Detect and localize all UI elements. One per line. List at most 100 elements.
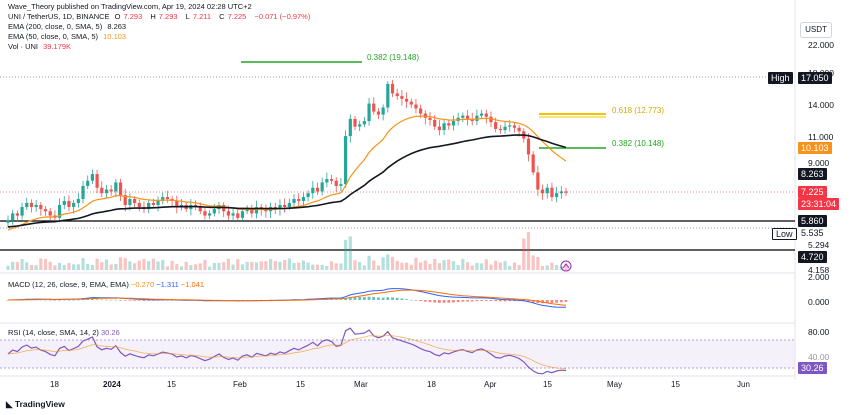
volume-bar bbox=[273, 260, 277, 270]
candle-body bbox=[400, 96, 404, 99]
volume-bar bbox=[175, 263, 179, 270]
alert-icon[interactable] bbox=[560, 260, 572, 272]
volume-bar bbox=[386, 254, 390, 270]
currency-button[interactable]: USDT bbox=[800, 22, 832, 38]
volume-bar bbox=[264, 261, 268, 270]
axis-label: 5.294 bbox=[808, 240, 830, 250]
candle-body bbox=[208, 213, 212, 216]
axis-label: 11.000 bbox=[808, 132, 834, 142]
rsi-axis-label: 40.00 bbox=[808, 352, 830, 362]
volume-bar bbox=[456, 265, 460, 270]
candle-body bbox=[540, 189, 545, 194]
volume-bar bbox=[348, 236, 352, 270]
volume-bar bbox=[217, 262, 221, 270]
volume-bar bbox=[86, 264, 90, 270]
candle-body bbox=[526, 138, 531, 155]
volume-bar bbox=[498, 262, 502, 270]
volume-bar bbox=[540, 266, 545, 270]
volume-bar bbox=[57, 262, 62, 270]
macd-histogram-bar bbox=[405, 299, 408, 300]
macd-histogram-bar bbox=[456, 300, 460, 303]
candle-body bbox=[114, 182, 118, 192]
volume-bar bbox=[526, 231, 531, 270]
candle-body bbox=[43, 209, 48, 212]
macd-histogram-bar bbox=[400, 298, 404, 300]
volume-bar bbox=[433, 258, 437, 270]
low-tag-label: Low bbox=[772, 228, 797, 240]
candle-body bbox=[236, 213, 240, 218]
candle-body bbox=[25, 202, 29, 208]
candle-body bbox=[508, 125, 512, 127]
volume-bar bbox=[95, 258, 99, 270]
alert-icon-glyph bbox=[562, 263, 570, 269]
ema200-legend[interactable]: EMA (200, close, 0, SMA, 5) 8.263 bbox=[8, 22, 127, 31]
volume-bar bbox=[461, 258, 465, 270]
volume-bar bbox=[339, 263, 343, 270]
macd-histogram-bar bbox=[123, 300, 127, 301]
macd-histogram-bar bbox=[362, 297, 366, 300]
rsi-legend[interactable]: RSI (14, close, SMA, 14, 2) 30.26 bbox=[8, 328, 120, 337]
candle-body bbox=[156, 200, 160, 205]
macd-axis-label: 2.000 bbox=[808, 272, 830, 282]
volume-bar bbox=[254, 262, 259, 270]
volume-bar bbox=[306, 262, 310, 270]
macd-histogram-bar bbox=[72, 299, 76, 301]
volume-bar bbox=[358, 262, 362, 270]
candle-body bbox=[381, 107, 385, 115]
tradingview-logo[interactable]: ◣ TradingView bbox=[6, 399, 65, 409]
volume-bar bbox=[67, 262, 71, 270]
macd-histogram-bar bbox=[119, 299, 122, 301]
candle-body bbox=[278, 204, 282, 210]
macd-histogram-bar bbox=[367, 296, 371, 300]
macd-histogram-bar bbox=[133, 300, 137, 301]
volume-bar bbox=[259, 261, 263, 270]
price-tag: 7.225 bbox=[798, 186, 827, 198]
candle-body bbox=[90, 174, 95, 181]
x-tick: Feb bbox=[233, 380, 247, 389]
macd-histogram-bar bbox=[147, 300, 151, 301]
candle-body bbox=[297, 198, 301, 201]
candle-body bbox=[81, 185, 85, 199]
x-tick: 15 bbox=[167, 380, 176, 389]
candle-body bbox=[118, 182, 123, 196]
macd-histogram-bar bbox=[142, 300, 146, 301]
x-tick: 18 bbox=[427, 380, 436, 389]
volume-bar bbox=[53, 265, 57, 270]
macd-histogram-bar bbox=[62, 299, 66, 301]
x-tick: 18 bbox=[50, 380, 59, 389]
candle-body bbox=[123, 195, 127, 205]
axis-label: 4.158 bbox=[808, 265, 830, 275]
candle-body bbox=[461, 115, 465, 118]
volume-bar bbox=[489, 264, 493, 270]
macd-histogram-bar bbox=[555, 300, 559, 303]
macd-legend[interactable]: MACD (12, 26, close, 9, EMA, EMA) −0.270… bbox=[8, 280, 205, 289]
ema50-legend[interactable]: EMA (50, close, 0, SMA, 5) 10.103 bbox=[8, 32, 127, 41]
macd-axis-label: 0.000 bbox=[808, 297, 830, 307]
macd-histogram-bar bbox=[386, 297, 390, 300]
candle-body bbox=[367, 103, 371, 122]
macd-histogram-bar bbox=[86, 299, 90, 300]
volume-bar bbox=[170, 261, 174, 270]
macd-histogram-bar bbox=[100, 299, 104, 301]
open-value: 7.293 bbox=[123, 12, 143, 21]
volume-bar bbox=[400, 262, 404, 270]
x-tick: May bbox=[607, 380, 623, 389]
countdown-tag: 23:31:04 bbox=[798, 198, 840, 210]
macd-histogram-bar bbox=[348, 297, 352, 300]
volume-legend[interactable]: Vol · UNI 39.179K bbox=[8, 42, 72, 51]
rsi-axis-label: 80.00 bbox=[808, 327, 830, 337]
macd-histogram-bar bbox=[44, 299, 47, 301]
candle-body bbox=[465, 115, 470, 119]
axis-label: 9.000 bbox=[808, 158, 830, 168]
volume-bar bbox=[11, 261, 15, 270]
candle-body bbox=[175, 200, 179, 208]
macd-histogram-bar bbox=[461, 300, 465, 302]
volume-bar bbox=[419, 262, 423, 270]
ema50-tag: 10.103 bbox=[798, 142, 832, 154]
candle-body bbox=[306, 193, 310, 198]
candle-body bbox=[386, 83, 390, 108]
candle-body bbox=[555, 193, 559, 198]
candle-body bbox=[339, 184, 343, 186]
volume-bar bbox=[39, 258, 43, 270]
